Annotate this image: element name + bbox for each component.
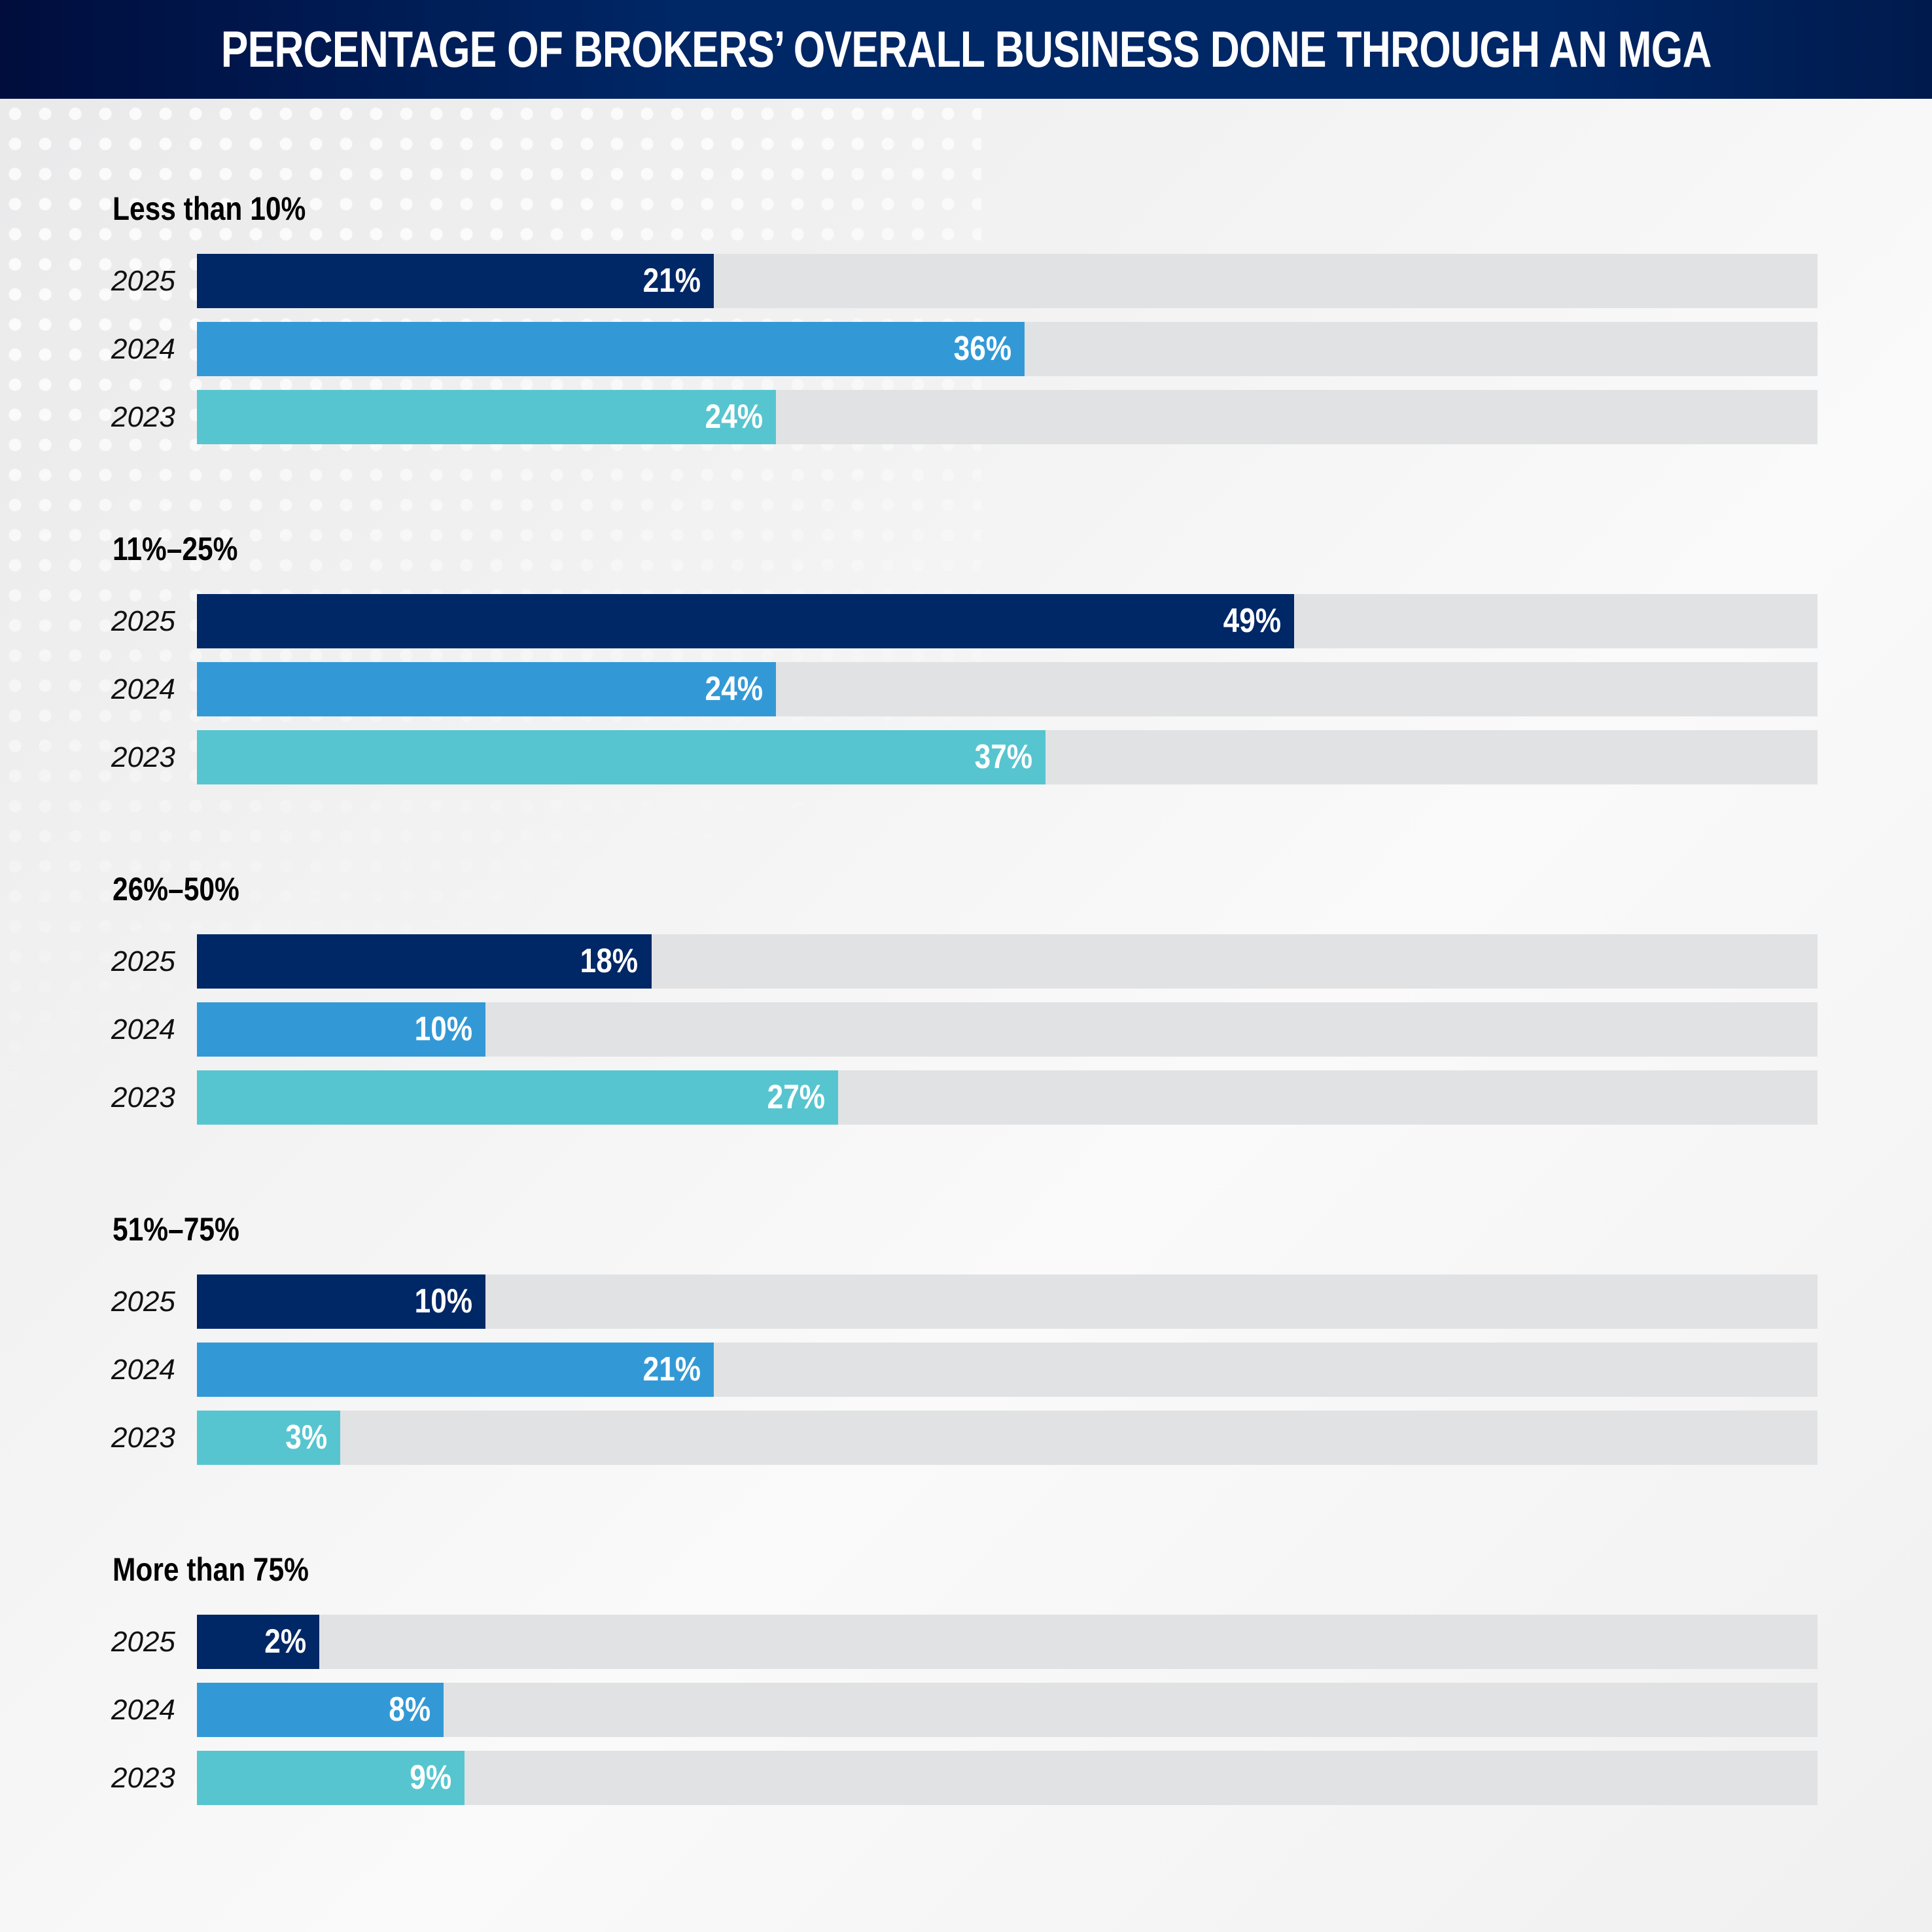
bar: 18% [197,934,652,989]
year-label: 2025 [111,1286,175,1318]
year-label: 2025 [111,945,175,977]
bar-row: 2023 24% [0,390,1932,444]
bar-row: 2025 18% [0,934,1932,989]
title-bar: PERCENTAGE OF BROKERS’ OVERALL BUSINESS … [0,0,1932,99]
year-label: 2023 [111,401,175,433]
chart-title: PERCENTAGE OF BROKERS’ OVERALL BUSINESS … [220,20,1712,78]
group-label: 51%–75% [113,1211,239,1248]
bar-track: 8% [197,1683,1818,1737]
bar: 9% [197,1751,465,1805]
bar: 21% [197,1343,714,1397]
bar-track: 3% [197,1411,1818,1465]
data-label: 10% [414,1010,472,1048]
bar-track: 49% [197,594,1818,648]
year-label: 2025 [111,605,175,637]
group-label: More than 75% [113,1551,309,1588]
data-label: 21% [642,262,701,300]
bar: 37% [197,730,1045,784]
bar-row: 2024 24% [0,662,1932,716]
bar-track: 2% [197,1615,1818,1669]
bar-track: 10% [197,1274,1818,1329]
data-label: 21% [642,1350,701,1388]
bar-track: 9% [197,1751,1818,1805]
bar: 8% [197,1683,444,1737]
bar-track: 21% [197,254,1818,308]
group-label: 11%–25% [113,531,238,567]
bar: 49% [197,594,1295,648]
bar: 24% [197,390,776,444]
data-label: 9% [410,1759,452,1797]
bar-track: 36% [197,322,1818,376]
bar-track: 18% [197,934,1818,989]
bar-row: 2025 10% [0,1274,1932,1329]
bar-row: 2025 21% [0,254,1932,308]
data-label: 24% [705,670,763,708]
data-label: 27% [767,1078,825,1116]
year-label: 2023 [111,1081,175,1114]
year-label: 2024 [111,1694,175,1726]
year-label: 2024 [111,673,175,705]
bar: 24% [197,662,776,716]
year-label: 2023 [111,741,175,773]
bar-row: 2025 2% [0,1615,1932,1669]
bar-track: 37% [197,730,1818,784]
data-label: 49% [1223,602,1282,640]
bar: 2% [197,1615,320,1669]
bar: 3% [197,1411,340,1465]
bar-track: 24% [197,662,1818,716]
bar: 21% [197,254,714,308]
year-label: 2024 [111,1354,175,1386]
bar-row: 2023 37% [0,730,1932,784]
data-label: 8% [389,1691,431,1729]
bar-track: 24% [197,390,1818,444]
year-label: 2025 [111,265,175,297]
data-label: 10% [414,1282,472,1320]
bar: 36% [197,322,1025,376]
group-label: 26%–50% [113,871,239,907]
bar-row: 2024 8% [0,1683,1932,1737]
bar-track: 10% [197,1002,1818,1057]
year-label: 2024 [111,333,175,365]
data-label: 2% [264,1623,307,1660]
bar-row: 2024 21% [0,1343,1932,1397]
data-label: 3% [285,1418,327,1456]
year-label: 2023 [111,1422,175,1454]
group-label: Less than 10% [113,190,306,227]
data-label: 36% [953,330,1012,368]
bar-row: 2024 36% [0,322,1932,376]
data-label: 18% [580,942,639,980]
bar-row: 2025 49% [0,594,1932,648]
data-label: 37% [974,738,1032,776]
year-label: 2023 [111,1762,175,1794]
year-label: 2024 [111,1013,175,1045]
bar: 27% [197,1070,838,1125]
bar-track: 21% [197,1343,1818,1397]
bar-row: 2023 27% [0,1070,1932,1125]
bar-row: 2024 10% [0,1002,1932,1057]
year-label: 2025 [111,1626,175,1658]
bar: 10% [197,1274,485,1329]
bar-track: 27% [197,1070,1818,1125]
bar-row: 2023 3% [0,1411,1932,1465]
data-label: 24% [705,398,763,436]
bar-row: 2023 9% [0,1751,1932,1805]
bar: 10% [197,1002,485,1057]
